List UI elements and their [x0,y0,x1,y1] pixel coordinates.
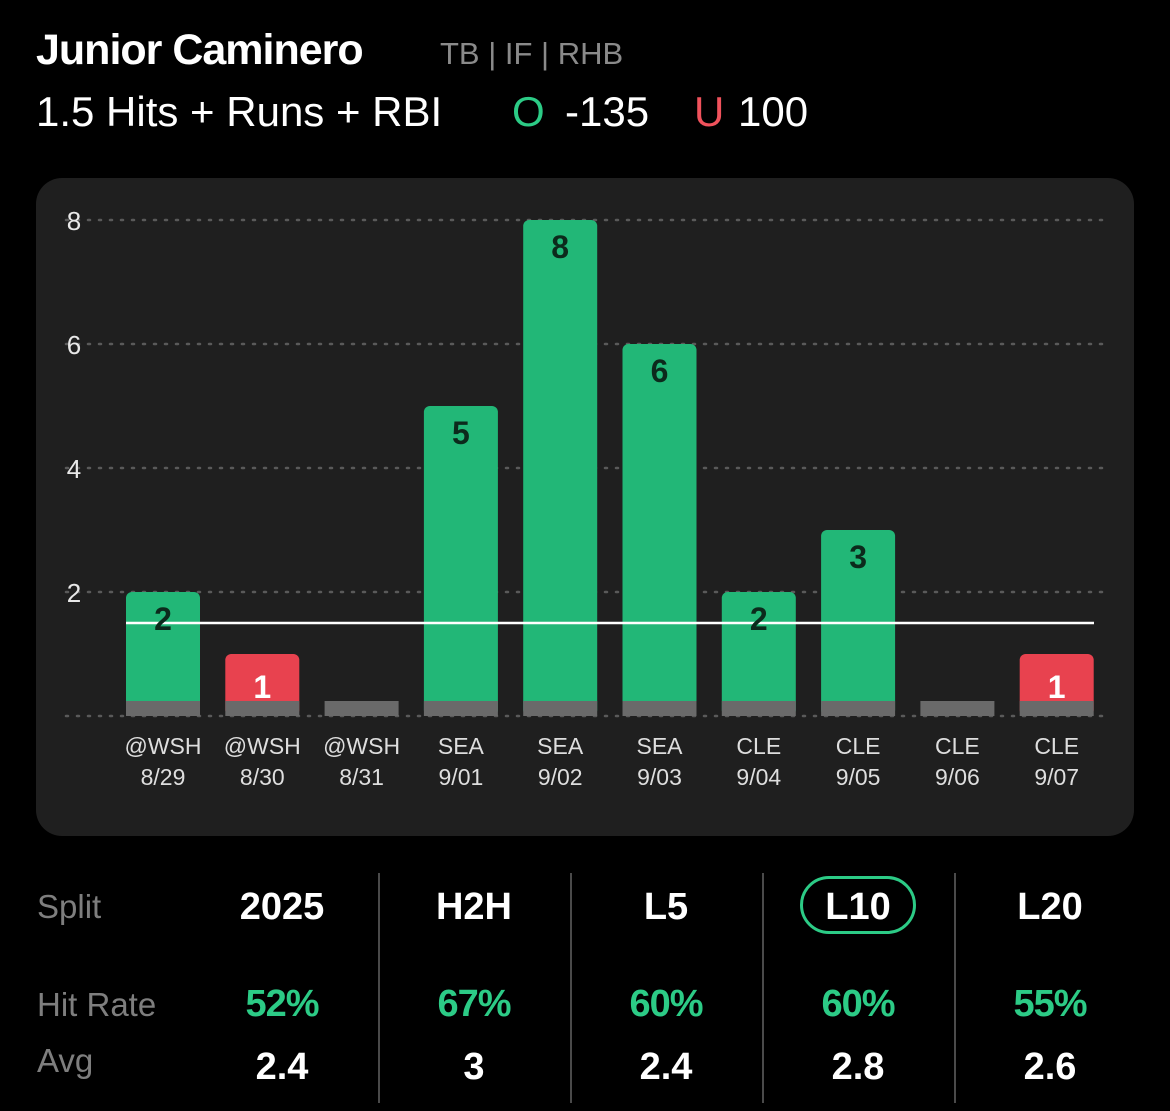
bar-value-label: 8 [551,229,569,265]
bar-base [523,701,598,716]
x-date-label: 9/04 [736,764,781,790]
x-opponent-label: CLE [736,733,781,759]
x-date-label: 9/07 [1034,764,1079,790]
x-opponent-label: CLE [836,733,881,759]
x-date-label: 9/02 [538,764,583,790]
bar-group [423,406,498,716]
hit-rate-l5: 60% [629,983,703,1025]
avg-l10: 2.8 [831,1046,885,1088]
bar [1019,654,1094,716]
bar-base [920,701,995,716]
y-tick-label: 2 [67,578,81,608]
tab-l20[interactable]: L20 [1017,886,1083,928]
x-opponent-label: SEA [438,733,485,759]
bar-base [721,701,796,716]
split-row-label: Split [37,888,102,925]
bar-base [821,701,896,716]
hit-rate-2025: 52% [245,983,319,1025]
over-odds[interactable]: -135 [565,88,650,135]
column-divider [378,873,380,1103]
bar-base [324,701,399,716]
bar-value-label: 3 [849,539,867,575]
column-divider [570,873,572,1103]
y-tick-label: 4 [67,454,81,484]
x-opponent-label: CLE [935,733,980,759]
hit-rate-l20: 55% [1013,983,1087,1025]
x-date-label: 9/03 [637,764,682,790]
bar-group [1019,654,1094,716]
x-opponent-label: @WSH [124,733,201,759]
bar-base [1019,701,1094,716]
bar-value-label: 6 [651,353,669,389]
bar-group [523,220,598,716]
tab-l10[interactable]: L10 [825,886,891,928]
y-tick-label: 6 [67,330,81,360]
tab-2025[interactable]: 2025 [239,886,325,928]
bar [225,654,300,716]
avg-row-label: Avg [37,1042,94,1079]
x-date-label: 8/30 [240,764,285,790]
bar-base [423,701,498,716]
bar-value-label: 1 [253,669,271,705]
bar-base [225,701,300,716]
prop-line: 1.5 Hits + Runs + RBI [36,88,443,135]
bar-value-label: 2 [750,601,768,637]
x-opponent-label: @WSH [224,733,301,759]
bar-chart: 8 6 4 2 @WSH 8/29 @WSH 8/30 @WSH 8/31 SEA 9/01 SEA 9/… [64,206,1106,790]
bar-value-label: 5 [452,415,470,451]
player-meta: TB | IF | RHB [440,36,624,71]
hit-rate-row-label: Hit Rate [37,986,157,1023]
x-opponent-label: @WSH [323,733,400,759]
bar-value-label: 1 [1048,669,1066,705]
bar-group [225,654,300,716]
x-date-label: 8/31 [339,764,384,790]
x-date-label: 8/29 [141,764,186,790]
bar [423,406,498,716]
bar-base [126,701,200,716]
bar [523,220,598,716]
avg-h2h: 3 [463,1046,485,1088]
y-tick-label: 8 [67,206,81,236]
bar-group [622,344,697,716]
avg-l5: 2.4 [639,1046,693,1088]
bar-value-label: 2 [154,601,172,637]
selected-split-indicator [800,876,916,934]
bar-base [622,701,697,716]
hit-rate-h2h: 67% [437,983,511,1025]
x-date-label: 9/01 [439,764,484,790]
bar [622,344,697,716]
column-divider [762,873,764,1103]
avg-2025: 2.4 [255,1046,309,1088]
bar-group [324,701,399,716]
tab-l5[interactable]: L5 [643,886,689,928]
x-opponent-label: SEA [636,733,683,759]
avg-l20: 2.6 [1023,1046,1077,1088]
column-divider [954,873,956,1103]
x-opponent-label: SEA [537,733,584,759]
bar-group [920,701,995,716]
x-date-label: 9/05 [836,764,881,790]
chart-card: 8 6 4 2 @WSH 8/29 @WSH 8/30 @WSH 8/31 SEA 9/01 SEA 9/… [36,178,1134,836]
under-odds[interactable]: 100 [738,88,809,135]
x-date-label: 9/06 [935,764,980,790]
player-name: Junior Caminero [36,26,364,74]
tab-h2h[interactable]: H2H [435,886,513,928]
over-label[interactable]: O [512,88,545,135]
x-opponent-label: CLE [1034,733,1079,759]
hit-rate-l10: 60% [821,983,895,1025]
under-label[interactable]: U [694,88,725,135]
